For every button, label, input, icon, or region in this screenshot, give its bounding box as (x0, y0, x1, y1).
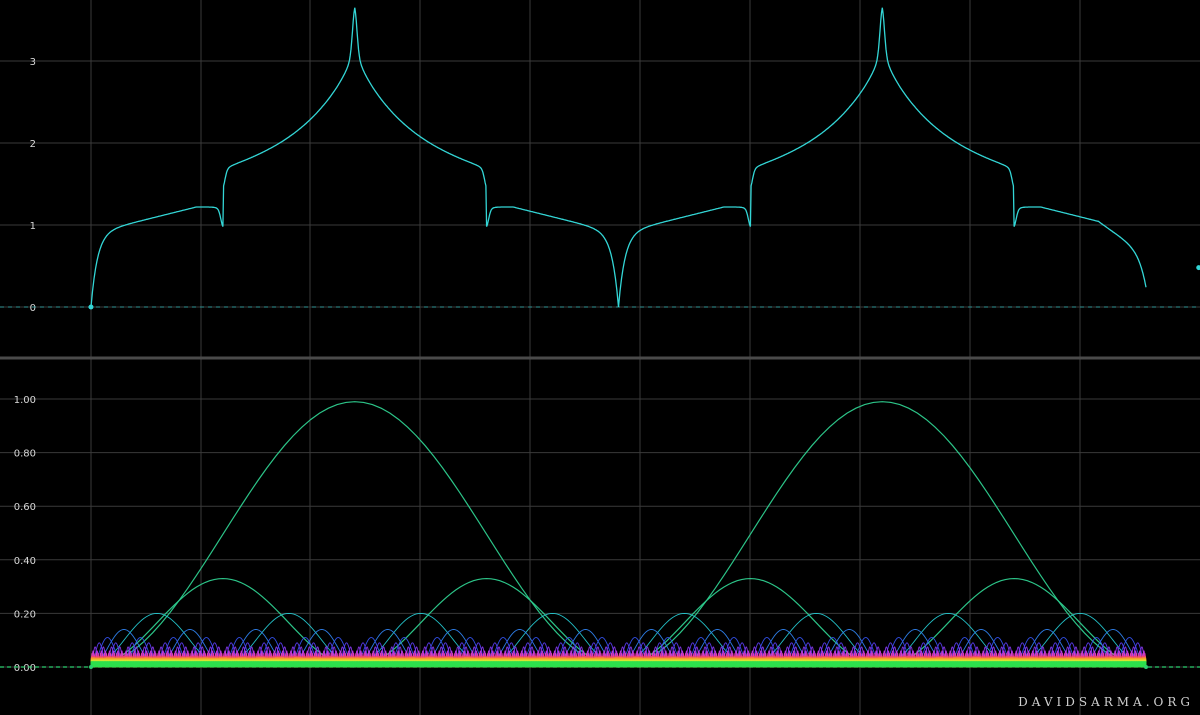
bottom-y-tick-label: 0.00 (14, 663, 36, 674)
top-y-tick-label: 1 (30, 221, 36, 232)
bottom-y-tick-label: 0.60 (14, 502, 36, 513)
top-y-tick-label: 2 (30, 139, 36, 150)
top-y-tick-label: 0 (30, 303, 36, 314)
bottom-y-tick-label: 0.80 (14, 449, 36, 460)
bottom-y-tick-label: 0.40 (14, 556, 36, 567)
start-point (89, 305, 94, 310)
bottom-y-tick-label: 0.20 (14, 609, 36, 620)
bottom-y-tick-label: 1.00 (14, 395, 36, 406)
top-y-tick-label: 3 (30, 57, 36, 68)
